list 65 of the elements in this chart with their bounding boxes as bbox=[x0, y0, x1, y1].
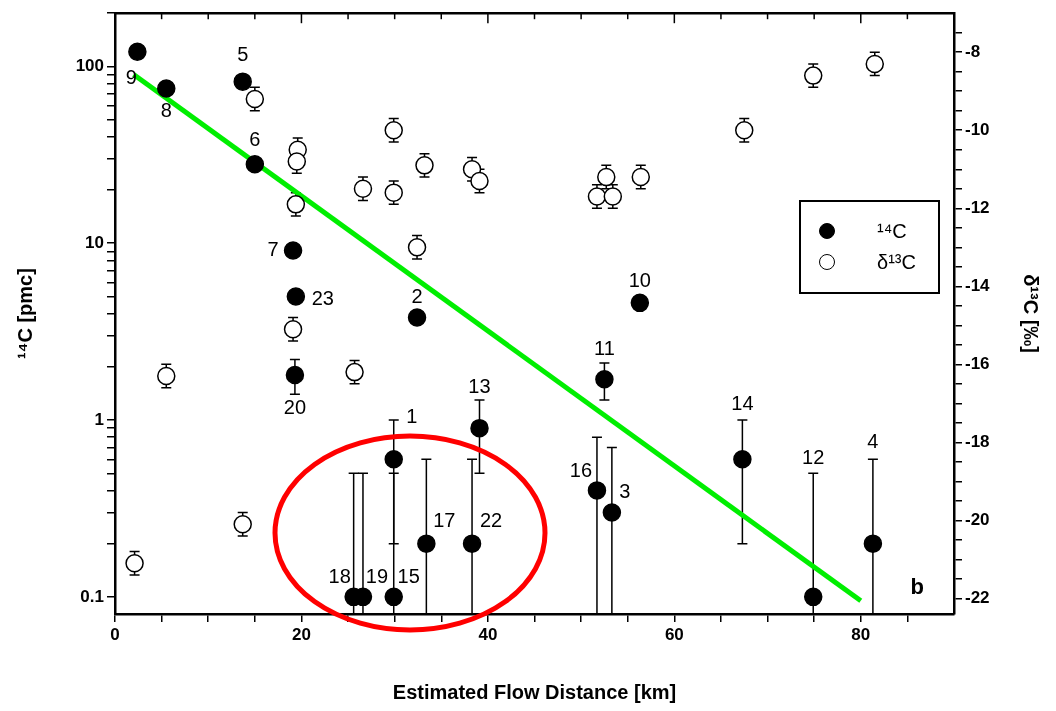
point bbox=[384, 587, 403, 607]
point bbox=[602, 503, 622, 522]
point bbox=[630, 293, 650, 313]
point bbox=[803, 587, 823, 607]
x-tick-label: 0 bbox=[110, 624, 120, 644]
y2-tick-label: -16 bbox=[965, 354, 990, 373]
y2-tick-label: -22 bbox=[965, 588, 990, 608]
annotation: 9 bbox=[125, 66, 137, 89]
legend-label: δ¹³C bbox=[877, 250, 916, 274]
point bbox=[595, 370, 614, 389]
point bbox=[157, 79, 176, 98]
annotation: 3 bbox=[619, 480, 631, 503]
point bbox=[733, 450, 752, 469]
annotation: 2 bbox=[411, 285, 423, 308]
legend-label: ¹⁴C bbox=[877, 219, 907, 243]
x-tick-label: 80 bbox=[851, 624, 871, 644]
annotation: 14 bbox=[731, 391, 754, 414]
annotation: 17 bbox=[433, 509, 456, 532]
y-tick-label: 10 bbox=[85, 232, 104, 252]
annotation: 16 bbox=[569, 458, 593, 481]
annotation: 19 bbox=[365, 565, 389, 588]
y2-tick-label: -20 bbox=[965, 510, 990, 530]
annotation: 11 bbox=[594, 336, 615, 359]
point bbox=[283, 241, 303, 260]
annotation: 1 bbox=[406, 404, 418, 427]
point bbox=[286, 287, 306, 306]
annotation: 7 bbox=[267, 238, 279, 260]
annotation: 18 bbox=[328, 565, 351, 588]
x-axis-title: Estimated Flow Distance [km] bbox=[392, 680, 677, 703]
y2-tick-label: -8 bbox=[965, 41, 981, 61]
y2-tick-label: -14 bbox=[965, 275, 991, 295]
annotation: 22 bbox=[479, 509, 503, 532]
x-tick-label: 60 bbox=[664, 624, 684, 644]
annotation: 5 bbox=[237, 43, 249, 66]
annotation: 10 bbox=[628, 269, 651, 292]
point bbox=[470, 418, 489, 438]
point bbox=[128, 42, 147, 62]
y2-tick-label: -18 bbox=[965, 432, 990, 452]
point bbox=[407, 308, 427, 327]
annotation: 6 bbox=[249, 127, 261, 150]
y2-tick-label: -12 bbox=[965, 197, 990, 217]
point bbox=[384, 450, 403, 469]
annotation: 8 bbox=[160, 99, 172, 122]
annotation: b bbox=[910, 574, 924, 600]
annotation: 23 bbox=[311, 286, 334, 309]
annotation: 15 bbox=[397, 565, 420, 588]
x-tick-label: 20 bbox=[291, 624, 311, 644]
point bbox=[587, 481, 607, 500]
point bbox=[285, 365, 305, 385]
y-tick-label: 100 bbox=[75, 56, 104, 76]
point bbox=[233, 72, 252, 91]
point bbox=[462, 534, 482, 553]
annotation: 4 bbox=[867, 429, 879, 452]
annotation: 12 bbox=[802, 445, 825, 468]
annotation: 13 bbox=[468, 374, 491, 397]
point bbox=[417, 534, 436, 553]
y2-axis-title: δ¹³C [‰] bbox=[1020, 274, 1043, 353]
annotation: 20 bbox=[283, 396, 307, 419]
y2-tick-label: -10 bbox=[965, 119, 990, 139]
point bbox=[863, 534, 883, 553]
y-axis-title: ¹⁴C [pmc] bbox=[13, 268, 36, 360]
y-tick-label: 0.1 bbox=[80, 586, 104, 606]
point bbox=[245, 154, 265, 174]
x-tick-label: 40 bbox=[478, 624, 498, 644]
y-tick-label: 1 bbox=[94, 409, 104, 429]
